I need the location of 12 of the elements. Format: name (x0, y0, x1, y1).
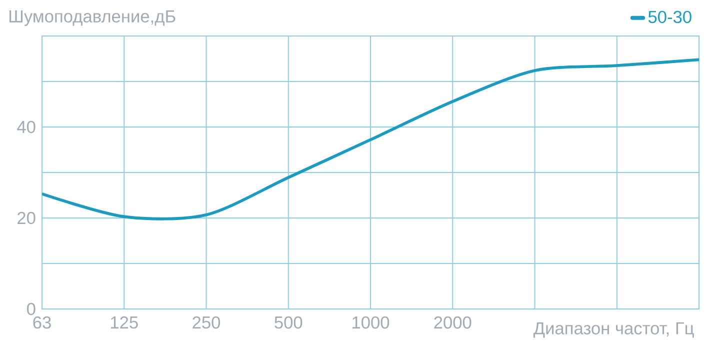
y-tick-label: 0 (27, 302, 36, 316)
x-tick-label: 250 (192, 316, 220, 329)
y-tick-label: 40 (17, 120, 36, 134)
x-tick-label: 125 (110, 316, 138, 329)
y-tick-label: 20 (18, 212, 36, 224)
legend-label: 50-30 (648, 10, 692, 24)
x-axis-title: Диапазон частот, Гц (533, 322, 694, 338)
x-tick-label: 1000 (352, 316, 390, 329)
x-tick-label: 2000 (434, 316, 472, 329)
x-tick-label: 500 (274, 316, 302, 329)
y-axis-title: Шумоподавление,дБ (9, 10, 176, 26)
x-tick-label: 63 (33, 316, 51, 329)
